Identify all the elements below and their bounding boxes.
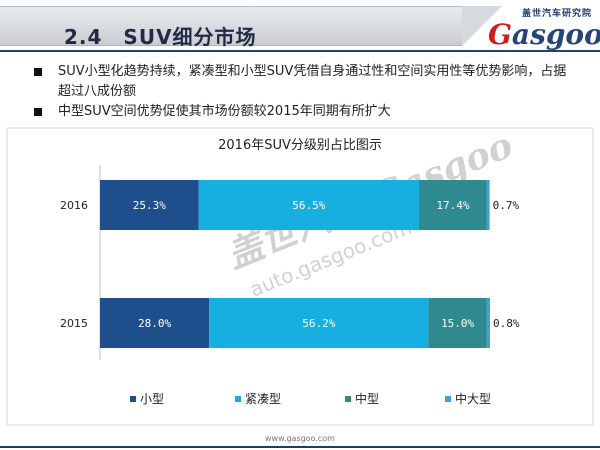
bar-segment (100, 298, 210, 348)
data-label: 25.3% (133, 199, 166, 212)
section-title: 2.4 SUV细分市场 (64, 25, 257, 49)
bullet-text: SUV小型化趋势持续，紧凑型和小型SUV凭借自身通过性和空间实用性等优势影响，占… (58, 64, 567, 99)
bar-segment (428, 298, 487, 348)
chart-frame (6, 127, 594, 426)
bar-segment (486, 298, 490, 348)
logo-cn-text: 盖世汽车研究院 (521, 9, 592, 19)
legend-swatch (445, 396, 451, 402)
bullet-list: SUV小型化趋势持续，紧凑型和小型SUV凭借自身通过性和空间实用性等优势影响，占… (32, 62, 572, 122)
data-label: 28.0% (138, 317, 171, 330)
legend-swatch (235, 396, 241, 402)
bullet-text: 中型SUV空间优势促使其市场份额较2015年同期有所扩大 (58, 104, 391, 119)
logo-en-text: Gasgoo (488, 18, 600, 51)
bar-segment (100, 180, 199, 230)
bar-segment (209, 298, 429, 348)
data-label: 56.5% (292, 199, 325, 212)
bullet-item: 中型SUV空间优势促使其市场份额较2015年同期有所扩大 (32, 102, 572, 122)
legend-label: 中型 (355, 391, 379, 406)
data-label: 17.4% (436, 199, 469, 212)
legend-swatch (345, 396, 351, 402)
bar-segment (419, 180, 487, 230)
slide-header: 2.4 SUV细分市场 盖世汽车研究院 Gasgoo (0, 0, 600, 56)
legend-label: 小型 (140, 392, 164, 406)
bar-segment (486, 180, 490, 230)
data-label: 0.8% (493, 317, 520, 330)
category-label: 2016 (60, 199, 88, 212)
chart-title: 2016年SUV分级别占比图示 (218, 138, 382, 153)
legend-label: 紧凑型 (245, 392, 281, 406)
bullet-square-icon (34, 108, 42, 116)
title-bar: 2.4 SUV细分市场 (0, 6, 502, 49)
header-divider (0, 50, 600, 52)
footer-divider (0, 446, 600, 448)
data-label: 15.0% (441, 317, 474, 330)
gasgoo-logo: 盖世汽车研究院 Gasgoo (488, 6, 600, 51)
data-label: 56.2% (302, 317, 335, 330)
data-label: 0.7% (493, 199, 520, 212)
bullet-square-icon (34, 68, 42, 76)
bullet-item: SUV小型化趋势持续，紧凑型和小型SUV凭借自身通过性和空间实用性等优势影响，占… (32, 62, 572, 102)
legend-label: 中大型 (455, 391, 491, 406)
footer-url: www.gasgoo.com (265, 434, 335, 443)
category-label: 2015 (60, 317, 88, 330)
bar-segment (198, 180, 420, 230)
legend-swatch (130, 396, 136, 402)
